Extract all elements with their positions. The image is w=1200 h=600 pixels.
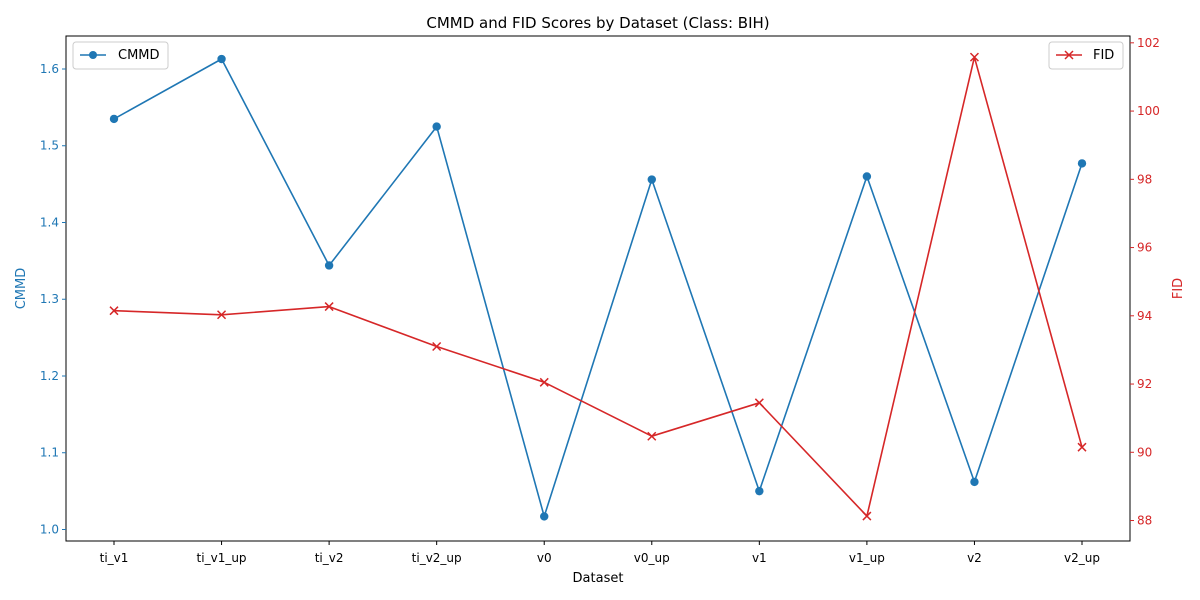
y-right-tick-label: 96 — [1137, 241, 1152, 255]
y-right-tick-label: 98 — [1137, 172, 1152, 186]
x-axis-label: Dataset — [573, 571, 624, 586]
y-right-tick-label: 100 — [1137, 104, 1160, 118]
legend-fid: FID — [1048, 41, 1124, 70]
plot-area — [65, 35, 1131, 542]
cmmd-point — [970, 477, 979, 487]
legend-fid-marker — [1064, 50, 1074, 60]
fid-point — [754, 398, 764, 408]
x-tick-label: v1 — [752, 551, 767, 565]
cmmd-point — [862, 172, 872, 181]
fid-point — [324, 302, 334, 312]
legend-cmmd-marker — [89, 51, 97, 59]
y-right-tick-label: 90 — [1137, 445, 1152, 459]
fid-point — [432, 341, 442, 352]
x-tick-label: v0 — [537, 551, 552, 565]
y-axis-cmmd: 1.0 1.1 1.2 1.3 1.4 1.5 1.6 — [40, 62, 66, 536]
y-left-tick-label: 1.6 — [40, 62, 59, 76]
cmmd-point — [432, 122, 441, 131]
cmmd-point — [540, 512, 549, 521]
series-layer — [109, 52, 1087, 521]
y-right-tick-label: 102 — [1137, 36, 1160, 50]
fid-line — [113, 56, 1083, 517]
cmmd-point — [755, 486, 764, 496]
fid-point — [862, 511, 872, 521]
x-tick-label: ti_v1_up — [197, 551, 247, 565]
legend-cmmd-label: CMMD — [118, 48, 160, 63]
cmmd-point — [324, 261, 334, 270]
x-tick-label: ti_v1 — [100, 551, 129, 565]
fid-point — [1077, 442, 1087, 452]
y-axis-label-cmmd: CMMD — [14, 268, 29, 310]
x-axis: ti_v1 ti_v1_up ti_v2 ti_v2_up v0 v0_up v1 v1_up… — [100, 541, 1100, 565]
cmmd-point — [109, 114, 119, 124]
y-left-tick-label: 1.5 — [40, 139, 59, 153]
x-tick-label: v2 — [967, 551, 982, 565]
cmmd-point — [217, 54, 226, 64]
chart-title: CMMD and FID Scores by Dataset (Class: B… — [426, 14, 769, 32]
fid-point — [647, 431, 657, 441]
y-left-tick-label: 1.0 — [40, 522, 59, 536]
x-tick-label: v0_up — [634, 551, 670, 565]
legend-fid-label: FID — [1093, 48, 1114, 63]
fid-point — [969, 52, 979, 62]
y-left-tick-label: 1.2 — [40, 369, 59, 383]
fid-point — [109, 306, 119, 316]
cmmd-line — [113, 58, 1083, 518]
legend-cmmd: CMMD — [72, 41, 169, 70]
y-axis-label-fid: FID — [1171, 278, 1186, 299]
y-left-tick-label: 1.1 — [40, 446, 59, 460]
y-left-tick-label: 1.3 — [40, 292, 59, 306]
x-tick-label: ti_v2 — [315, 551, 344, 565]
y-right-tick-label: 88 — [1137, 514, 1152, 528]
x-tick-label: v2_up — [1064, 551, 1100, 565]
fid-point — [217, 310, 227, 320]
fid-point — [539, 377, 549, 387]
cmmd-point — [1077, 159, 1087, 168]
y-axis-fid: 88 90 92 94 96 98 100 102 — [1130, 36, 1160, 528]
y-right-tick-label: 94 — [1137, 309, 1152, 323]
y-right-tick-label: 92 — [1137, 377, 1152, 391]
y-left-tick-label: 1.4 — [40, 215, 59, 229]
x-tick-label: v1_up — [849, 551, 885, 565]
x-tick-label: ti_v2_up — [412, 551, 462, 565]
cmmd-point — [647, 175, 656, 184]
